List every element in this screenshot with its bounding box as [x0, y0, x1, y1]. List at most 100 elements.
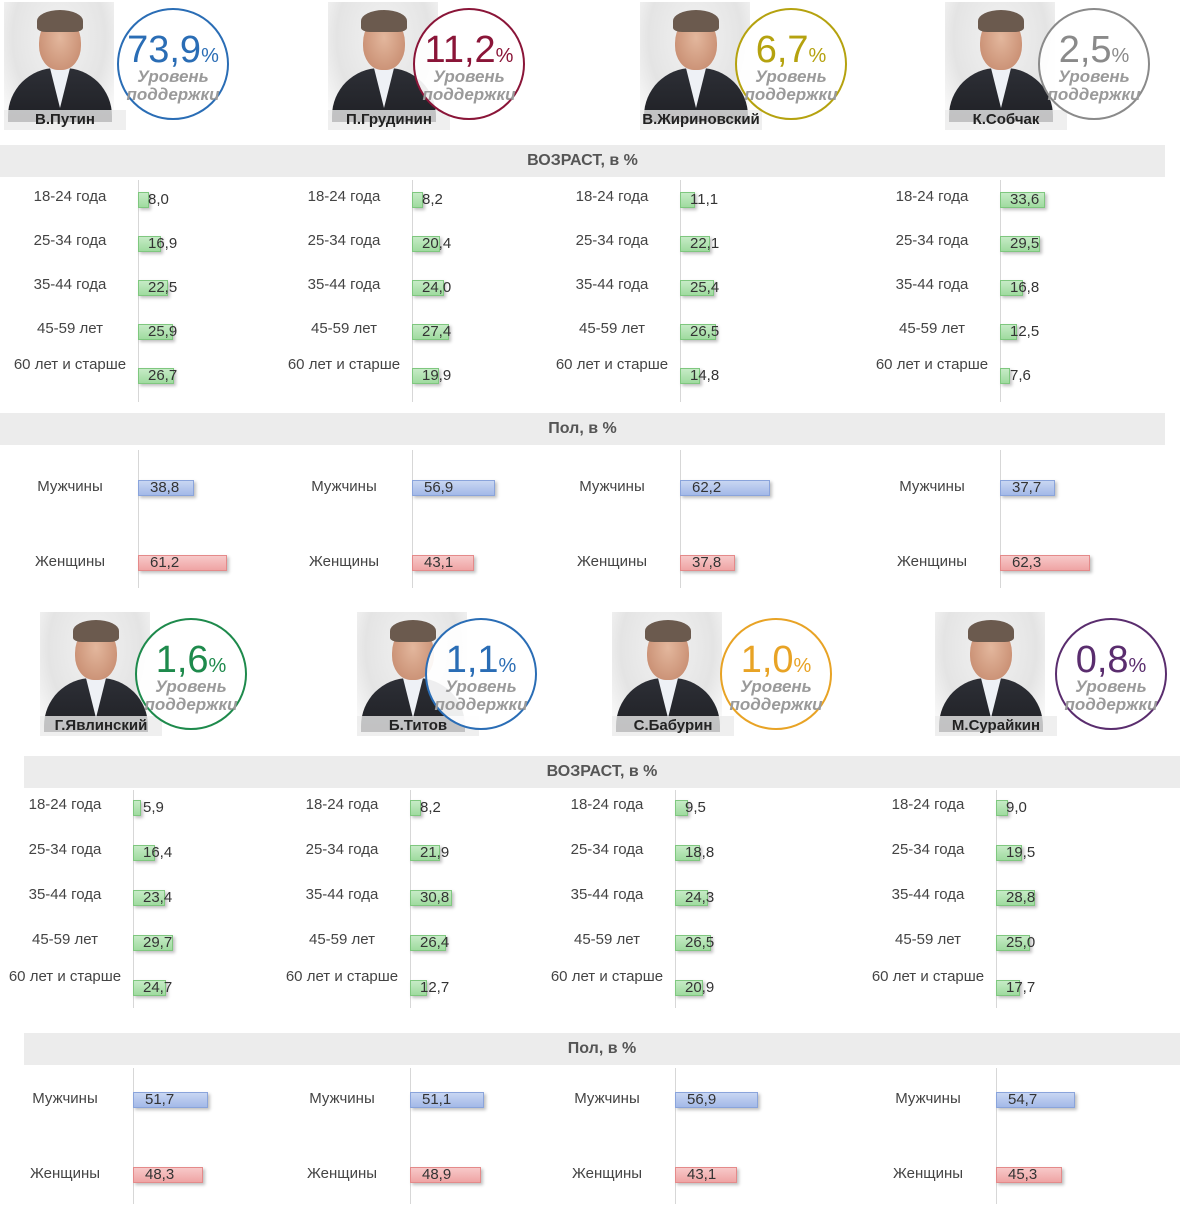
gender-label: Женщины [306, 1165, 378, 1182]
age-bar [133, 800, 141, 816]
age-bar [1000, 192, 1046, 208]
support-circle: 73,9% Уровень поддержки [117, 8, 229, 120]
female-bar [1000, 555, 1091, 571]
candidate-name: К.Собчак [945, 110, 1067, 130]
gender-value-label: 45,3 [1008, 1166, 1038, 1183]
candidate-name: Б.Титов [357, 716, 479, 736]
male-bar [675, 1092, 758, 1108]
age-bar [996, 800, 1009, 816]
age-value-label: 18,8 [685, 844, 715, 861]
age-value-label: 29,7 [143, 934, 173, 951]
candidate-photo [612, 612, 722, 732]
gender-label: Мужчины [899, 478, 965, 495]
support-label: Уровень поддержки [422, 67, 516, 104]
age-bar [680, 368, 700, 384]
age-group-label: 45-59 лет [37, 320, 103, 337]
age-section-header: ВОЗРАСТ, в % [0, 145, 1165, 177]
age-value-label: 16,9 [148, 235, 178, 252]
support-circle: 1,0% Уровень поддержки [720, 618, 832, 730]
age-group-label: 18-24 года [28, 796, 102, 813]
candidate-name: М.Сурайкин [935, 716, 1057, 736]
age-value-label: 7,6 [1010, 367, 1031, 384]
female-bar [133, 1167, 204, 1183]
female-bar [675, 1167, 738, 1183]
percent-sign: % [1128, 655, 1147, 677]
support-number: 6,7 [755, 29, 809, 71]
male-bar [412, 480, 495, 496]
gender-value-label: 37,7 [1012, 479, 1042, 496]
age-value-label: 20,4 [422, 235, 452, 252]
age-group-label: 60 лет и старше [285, 968, 399, 985]
photo-hair [978, 10, 1024, 32]
support-number: 1,6 [155, 639, 209, 681]
age-group-label: 45-59 лет [895, 931, 961, 948]
gender-label: Женщины [576, 553, 648, 570]
age-value-label: 25,4 [690, 279, 720, 296]
age-group-label: 60 лет и старше [550, 968, 664, 985]
support-label: Уровень поддержки [144, 677, 238, 714]
age-bar [680, 192, 695, 208]
age-bar [410, 935, 446, 951]
gender-label: Мужчины [37, 478, 103, 495]
age-bar [410, 890, 452, 906]
age-section-header: ВОЗРАСТ, в % [24, 756, 1180, 788]
age-group-label: 60 лет и старше [8, 968, 122, 985]
male-bar [133, 1092, 208, 1108]
age-bar [410, 845, 440, 861]
support-circle: 0,8% Уровень поддержки [1055, 618, 1167, 730]
age-value-label: 21,9 [420, 844, 450, 861]
male-bar [1000, 480, 1055, 496]
age-value-label: 16,4 [143, 844, 173, 861]
gender-axis [138, 450, 139, 588]
candidate-photo [40, 612, 150, 732]
female-bar [410, 1167, 481, 1183]
age-bar [996, 935, 1030, 951]
age-group-label: 18-24 года [33, 188, 107, 205]
age-value-label: 8,0 [148, 191, 169, 208]
photo-hair [968, 620, 1014, 642]
age-group-label: 25-34 года [28, 841, 102, 858]
age-bar [680, 280, 715, 296]
candidate-photo [640, 2, 750, 122]
gender-value-label: 54,7 [1008, 1091, 1038, 1108]
percent-sign: % [793, 655, 812, 677]
candidate-name: В.Жириновский [640, 110, 762, 130]
gender-label: Мужчины [574, 1090, 640, 1107]
age-bar [412, 368, 439, 384]
age-bar [1000, 368, 1011, 384]
gender-label: Мужчины [32, 1090, 98, 1107]
support-value: 1,1% [427, 640, 535, 686]
age-group-label: 60 лет и старше [871, 968, 985, 985]
candidate-photo [935, 612, 1045, 732]
gender-value-label: 51,7 [145, 1091, 175, 1108]
gender-axis [996, 1068, 997, 1204]
photo-hair [361, 10, 407, 32]
age-group-label: 18-24 года [305, 796, 379, 813]
gender-value-label: 62,3 [1012, 554, 1042, 571]
gender-value-label: 61,2 [150, 554, 180, 571]
age-group-label: 35-44 года [33, 276, 107, 293]
age-bar [412, 236, 440, 252]
photo-hair [37, 10, 83, 32]
support-number: 1,1 [445, 639, 499, 681]
age-group-label: 18-24 года [575, 188, 649, 205]
age-group-label: 45-59 лет [311, 320, 377, 337]
support-value: 11,2% [415, 30, 523, 76]
support-label: Уровень поддержки [1047, 67, 1141, 104]
gender-section-header: Пол, в % [24, 1033, 1180, 1065]
age-bar [675, 980, 704, 996]
age-group-label: 25-34 года [305, 841, 379, 858]
percent-sign: % [201, 45, 219, 67]
male-bar [410, 1092, 485, 1108]
gender-axis [680, 450, 681, 588]
age-bar [138, 236, 161, 252]
age-value-label: 25,0 [1006, 934, 1036, 951]
percent-sign: % [495, 45, 514, 67]
age-bar [675, 890, 708, 906]
age-value-label: 9,5 [685, 799, 706, 816]
age-group-label: 60 лет и старше [287, 356, 401, 373]
age-group-label: 35-44 года [895, 276, 969, 293]
female-bar [138, 555, 227, 571]
gender-label: Мужчины [309, 1090, 375, 1107]
age-group-label: 60 лет и старше [875, 356, 989, 373]
